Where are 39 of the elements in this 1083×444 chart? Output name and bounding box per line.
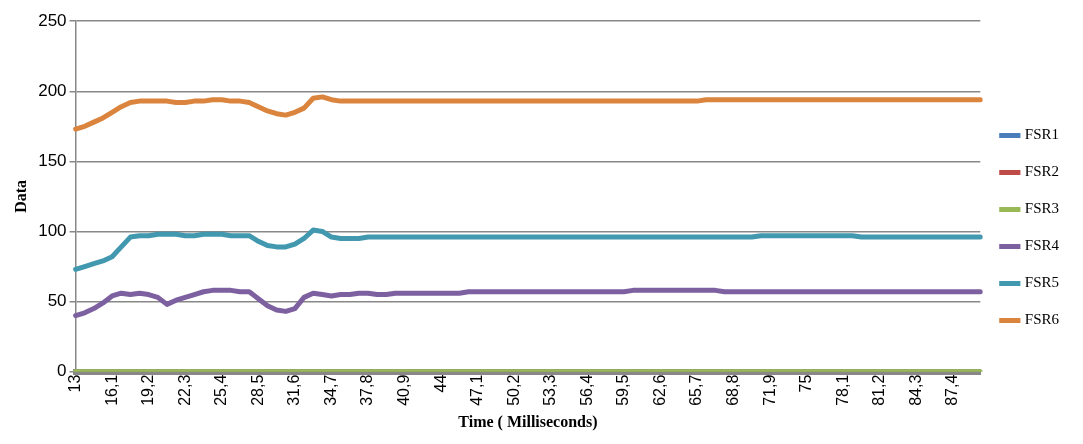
x-axis-title: Time ( Milliseconds): [458, 412, 598, 431]
x-tick-label: 34,7: [321, 374, 339, 406]
x-tick-label: 56,4: [577, 374, 595, 406]
x-tick-label: 13: [65, 374, 83, 393]
x-tick-label: 84,3: [906, 374, 924, 406]
x-tick-label: 65,7: [687, 374, 705, 406]
legend-label: FSR4: [1024, 237, 1060, 254]
x-tick-label: 25,4: [212, 374, 230, 406]
x-tick-label: 68,8: [723, 374, 741, 406]
y-tick-label: 250: [38, 10, 67, 30]
x-tick-label: 31,6: [285, 374, 303, 406]
x-tick-label: 81,2: [870, 374, 888, 406]
x-tick-label: 37,8: [358, 374, 376, 406]
y-tick-label: 150: [38, 151, 67, 171]
x-tick-label: 59,5: [614, 374, 632, 406]
x-tick-label: 47,1: [468, 374, 486, 406]
x-tick-label: 71,9: [760, 374, 778, 406]
y-tick-label: 200: [38, 80, 67, 100]
x-tick-label: 53,3: [541, 374, 559, 406]
x-tick-label: 44: [431, 374, 449, 393]
x-tick-label: 62,6: [650, 374, 668, 406]
legend-label: FSR2: [1024, 163, 1060, 180]
x-tick-label: 75: [797, 374, 815, 393]
legend-label: FSR6: [1024, 311, 1060, 328]
legend-label: FSR5: [1024, 274, 1060, 291]
x-tick-label: 87,4: [943, 374, 961, 406]
legend-label: FSR1: [1024, 126, 1060, 143]
y-tick-label: 0: [57, 361, 67, 381]
y-tick-label: 50: [47, 291, 67, 311]
y-tick-label: 100: [38, 221, 67, 241]
x-tick-label: 40,9: [394, 374, 412, 406]
x-tick-label: 22,3: [175, 374, 193, 406]
x-tick-label: 19,2: [139, 374, 157, 406]
x-tick-label: 50,2: [504, 374, 522, 406]
x-tick-label: 16,1: [102, 374, 120, 406]
x-tick-label: 78,1: [833, 374, 851, 406]
y-axis-title: Data: [11, 179, 29, 213]
legend-label: FSR3: [1024, 200, 1060, 217]
x-tick-label: 28,5: [248, 374, 266, 406]
